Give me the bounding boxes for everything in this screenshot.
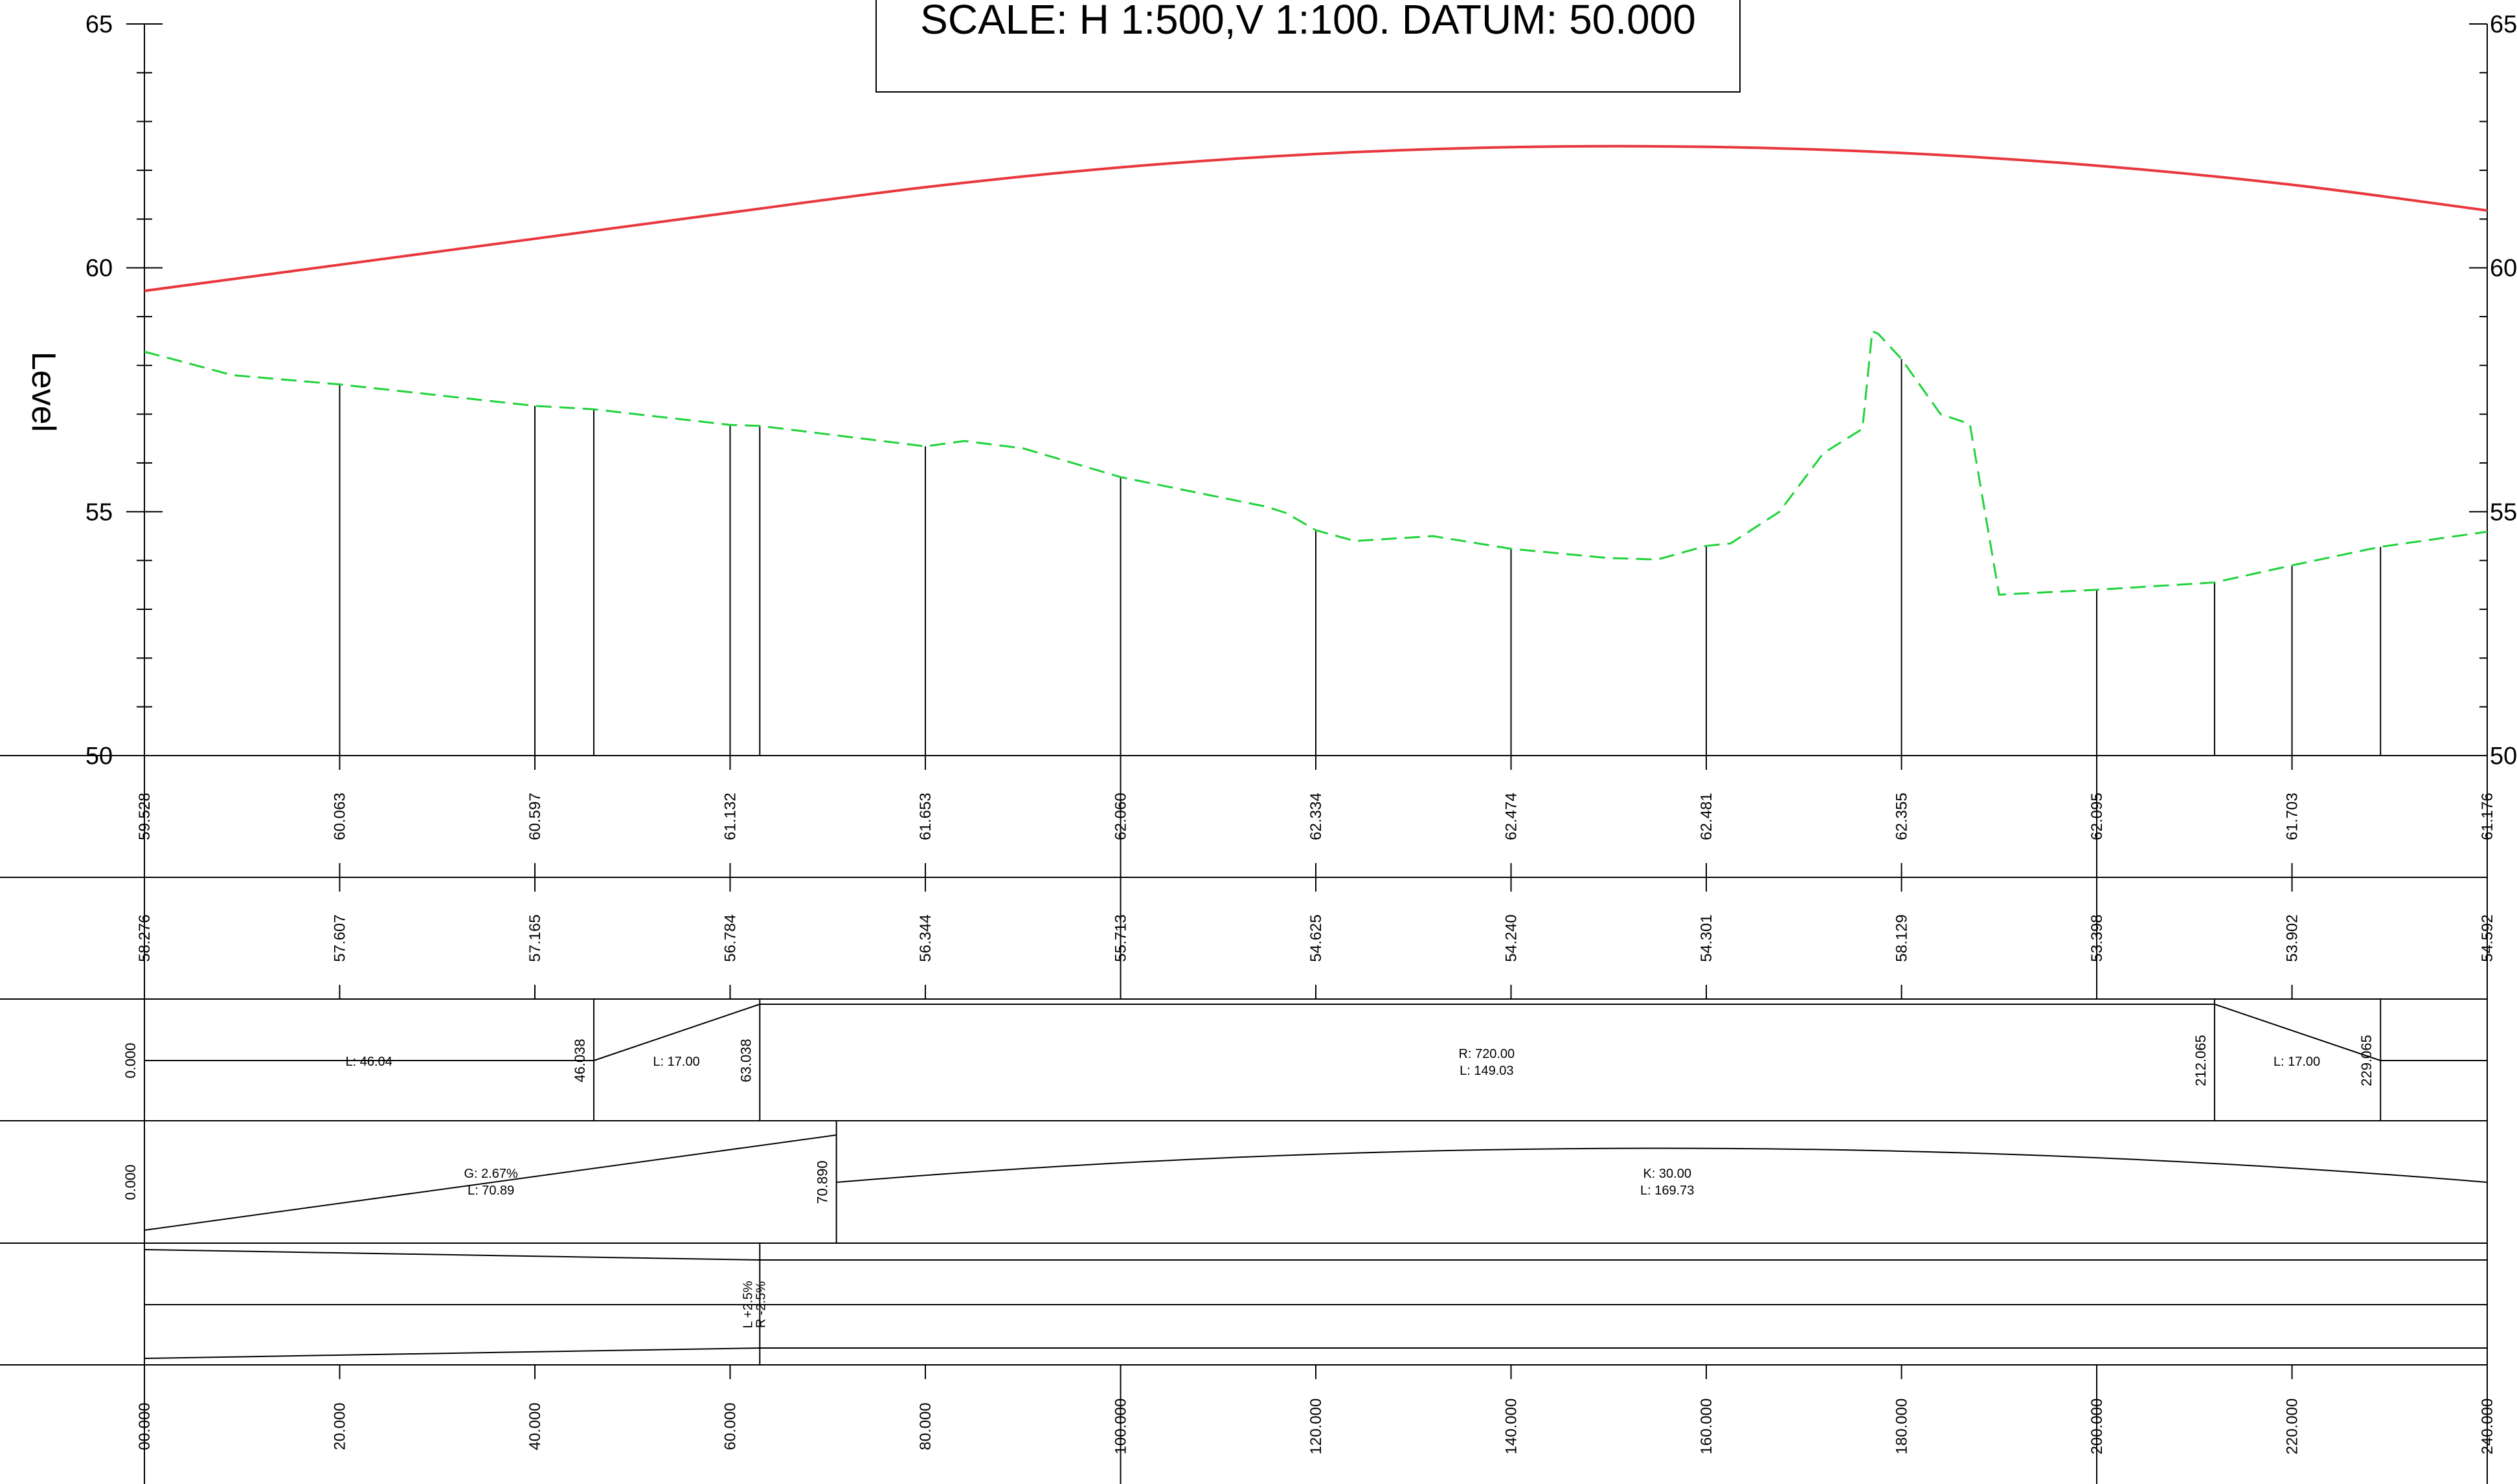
tick-label-right: 60: [2490, 255, 2517, 282]
design-level-label: 60.063: [332, 793, 349, 840]
alignment-segment-label: L: 17.00: [653, 1055, 699, 1069]
ground-level-line: [144, 330, 2488, 596]
chainage-label: 160.000: [1698, 1399, 1715, 1455]
design-level-line: [144, 144, 2488, 293]
alignment-point-label: 212.065: [2193, 1035, 2209, 1086]
vertical-segment-label: G: 2.67%: [464, 1167, 518, 1181]
chainage-label: 20.000: [332, 1402, 349, 1450]
ground-level-label: 58.129: [1893, 914, 1911, 961]
ground-level-label: 54.301: [1698, 914, 1715, 961]
level-axis: 65 65 60 60 55 55 50 50: [85, 11, 2517, 770]
alignment-point-label: 46.038: [572, 1039, 588, 1082]
chainage-label: 200.000: [2088, 1399, 2106, 1455]
ground-level-label: 58.276: [136, 914, 153, 961]
vertical-point-label: 70.890: [815, 1160, 831, 1204]
ground-level-label: 54.240: [1503, 914, 1520, 961]
alignment-segment-label: R: 720.00: [1458, 1047, 1515, 1061]
chainage-label: 120.000: [1307, 1399, 1325, 1455]
superelevation-label: L +2.5%: [741, 1281, 755, 1328]
design-level-label: 59.528: [136, 793, 153, 840]
ground-level-label: 53.902: [2284, 914, 2301, 961]
chainage-label: 220.000: [2284, 1399, 2301, 1455]
alignment-point-label: 229.065: [2358, 1035, 2375, 1086]
grade-line: [144, 1134, 837, 1231]
ground-level-label: 56.784: [722, 914, 739, 961]
station-drop-lines: [339, 359, 2382, 756]
chainage-label: 60.000: [722, 1402, 739, 1450]
chainage-label: 00.000: [136, 1402, 153, 1450]
vertical-segment-label: K: 30.00: [1643, 1167, 1691, 1181]
superelevation-left-edge: [144, 1249, 760, 1261]
data-bands: 59.528 60.063 60.597 61.132 61.653 62.060 62.3…: [122, 756, 2496, 1484]
ground-level-label: 56.344: [917, 914, 934, 961]
alignment-point-label: 0.000: [122, 1042, 139, 1078]
tick-label-right: 50: [2490, 743, 2517, 770]
alignment-transition-line: [593, 1004, 760, 1061]
chainage-label: 100.000: [1112, 1399, 1130, 1455]
chainage-label: 80.000: [917, 1402, 934, 1450]
vertical-curve-line: [836, 1147, 2488, 1183]
chainage-label: 180.000: [1893, 1399, 1911, 1455]
scale-title: SCALE: H 1:500,V 1:100. DATUM: 50.000: [920, 0, 1696, 43]
title-block: SCALE: H 1:500,V 1:100. DATUM: 50.000: [875, 0, 1741, 93]
vertical-point-label: 0.000: [122, 1164, 139, 1200]
superelevation-label: R -2.5%: [754, 1281, 768, 1328]
design-level-label: 62.355: [1893, 793, 1911, 840]
design-level-label: 60.597: [526, 793, 544, 840]
design-level-label: 61.653: [917, 793, 934, 840]
alignment-transition-line: [2214, 1004, 2381, 1061]
tick-label-left: 55: [85, 499, 113, 526]
chainage-label: 40.000: [526, 1402, 544, 1450]
design-level-label: 61.703: [2284, 793, 2301, 840]
alignment-segment-label: L: 17.00: [2274, 1055, 2320, 1069]
tick-label-left: 65: [85, 11, 113, 38]
design-level-label: 62.481: [1698, 793, 1715, 840]
profile-series: [144, 144, 2488, 596]
frame-lines: [0, 24, 2488, 1484]
tick-label-left: 60: [85, 255, 113, 282]
ground-level-label: 57.165: [526, 914, 544, 961]
design-level-label: 61.176: [2479, 793, 2496, 840]
title-box: [875, 0, 1741, 93]
vertical-segment-label: L: 169.73: [1640, 1184, 1694, 1198]
vertical-segment-label: L: 70.89: [468, 1184, 514, 1198]
chainage-label: 240.000: [2479, 1399, 2496, 1455]
tick-label-right: 65: [2490, 11, 2517, 38]
chainage-label: 140.000: [1503, 1399, 1520, 1455]
alignment-segment-label: L: 46.04: [346, 1055, 392, 1069]
tick-label-right: 55: [2490, 499, 2517, 526]
design-level-label: 62.334: [1307, 793, 1325, 840]
ground-level-label: 54.592: [2479, 914, 2496, 961]
ground-level-label: 54.625: [1307, 914, 1325, 961]
design-level-label: 62.474: [1503, 793, 1520, 840]
tick-label-left: 50: [85, 743, 113, 770]
design-level-label: 61.132: [722, 793, 739, 840]
ground-level-label: 57.607: [332, 914, 349, 961]
alignment-segment-label: L: 149.03: [1460, 1064, 1513, 1078]
alignment-point-label: 63.038: [738, 1039, 754, 1082]
superelevation-right-edge: [144, 1347, 760, 1359]
axis-title: Level: [25, 352, 62, 432]
